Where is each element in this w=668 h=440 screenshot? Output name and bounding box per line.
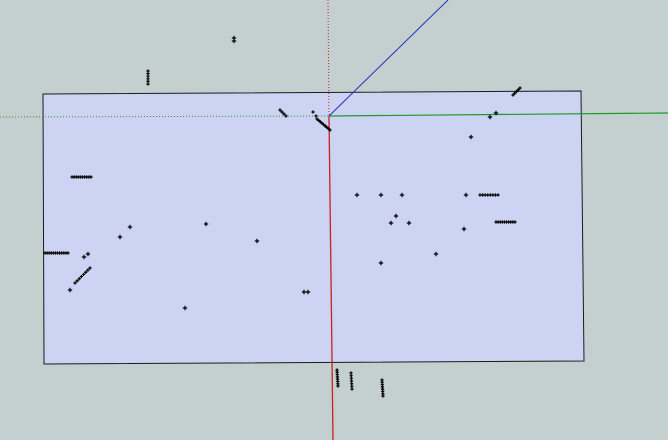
green-axis <box>328 112 668 117</box>
cross-marker-icon[interactable] <box>86 268 90 272</box>
cross-marker-icon[interactable] <box>463 192 469 198</box>
cross-marker-icon[interactable] <box>468 134 474 140</box>
rectangle-face[interactable] <box>42 90 585 365</box>
cross-marker-icon[interactable] <box>146 82 150 86</box>
point-cloud <box>43 35 522 398</box>
green-axis-dotted <box>0 115 330 118</box>
cross-marker-icon[interactable] <box>336 384 340 388</box>
cross-marker-icon[interactable] <box>514 89 519 94</box>
cross-marker-icon[interactable] <box>399 192 405 198</box>
cross-marker-icon[interactable] <box>381 394 385 398</box>
cross-marker-icon[interactable] <box>493 110 499 116</box>
cross-marker-icon[interactable] <box>254 238 260 244</box>
cross-marker-icon[interactable] <box>117 234 123 240</box>
cross-marker-icon[interactable] <box>88 266 92 270</box>
cross-marker-icon[interactable] <box>354 192 360 198</box>
cross-marker-icon[interactable] <box>127 224 133 230</box>
cross-marker-icon[interactable] <box>433 251 439 257</box>
cross-marker-icon[interactable] <box>406 220 412 226</box>
cross-marker-icon[interactable] <box>278 108 282 112</box>
cross-marker-icon[interactable] <box>311 110 315 114</box>
red-axis <box>328 115 334 440</box>
cross-marker-icon[interactable] <box>393 213 399 219</box>
cross-marker-icon[interactable] <box>81 272 86 277</box>
cross-marker-icon[interactable] <box>66 251 70 255</box>
blue-axis <box>328 0 449 117</box>
cross-marker-icon[interactable] <box>73 281 77 285</box>
red-axis-dotted <box>327 0 330 117</box>
cross-marker-icon[interactable] <box>301 289 307 295</box>
cross-marker-icon[interactable] <box>305 289 311 295</box>
cross-marker-icon[interactable] <box>84 270 88 274</box>
cross-marker-icon[interactable] <box>513 91 517 95</box>
cross-marker-icon[interactable] <box>487 114 493 120</box>
cross-marker-icon[interactable] <box>231 38 237 44</box>
cross-marker-icon[interactable] <box>182 305 188 311</box>
cross-marker-icon[interactable] <box>350 384 354 388</box>
cross-marker-icon[interactable] <box>378 192 384 198</box>
cross-marker-icon[interactable] <box>284 114 288 118</box>
cross-marker-icon[interactable] <box>314 114 318 118</box>
cross-marker-icon[interactable] <box>513 220 517 224</box>
cross-marker-icon[interactable] <box>77 277 81 281</box>
cross-marker-icon[interactable] <box>282 112 286 116</box>
cross-marker-icon[interactable] <box>518 86 522 90</box>
cross-marker-icon[interactable] <box>89 175 93 179</box>
cross-marker-icon[interactable] <box>81 254 87 260</box>
cross-marker-icon[interactable] <box>203 221 209 227</box>
cross-marker-icon[interactable] <box>388 220 394 226</box>
cross-marker-icon[interactable] <box>461 226 467 232</box>
cross-marker-icon[interactable] <box>67 287 73 293</box>
cross-marker-icon[interactable] <box>349 376 353 380</box>
cross-marker-icon[interactable] <box>350 387 354 391</box>
cross-marker-icon[interactable] <box>328 128 332 132</box>
cross-marker-icon[interactable] <box>79 274 84 279</box>
cross-marker-icon[interactable] <box>85 251 91 257</box>
cross-marker-icon[interactable] <box>75 279 79 283</box>
cross-marker-icon[interactable] <box>280 110 284 114</box>
cross-marker-icon[interactable] <box>511 93 515 97</box>
cross-marker-icon[interactable] <box>516 88 520 92</box>
cross-marker-icon[interactable] <box>496 193 500 197</box>
cross-marker-icon[interactable] <box>378 260 384 266</box>
